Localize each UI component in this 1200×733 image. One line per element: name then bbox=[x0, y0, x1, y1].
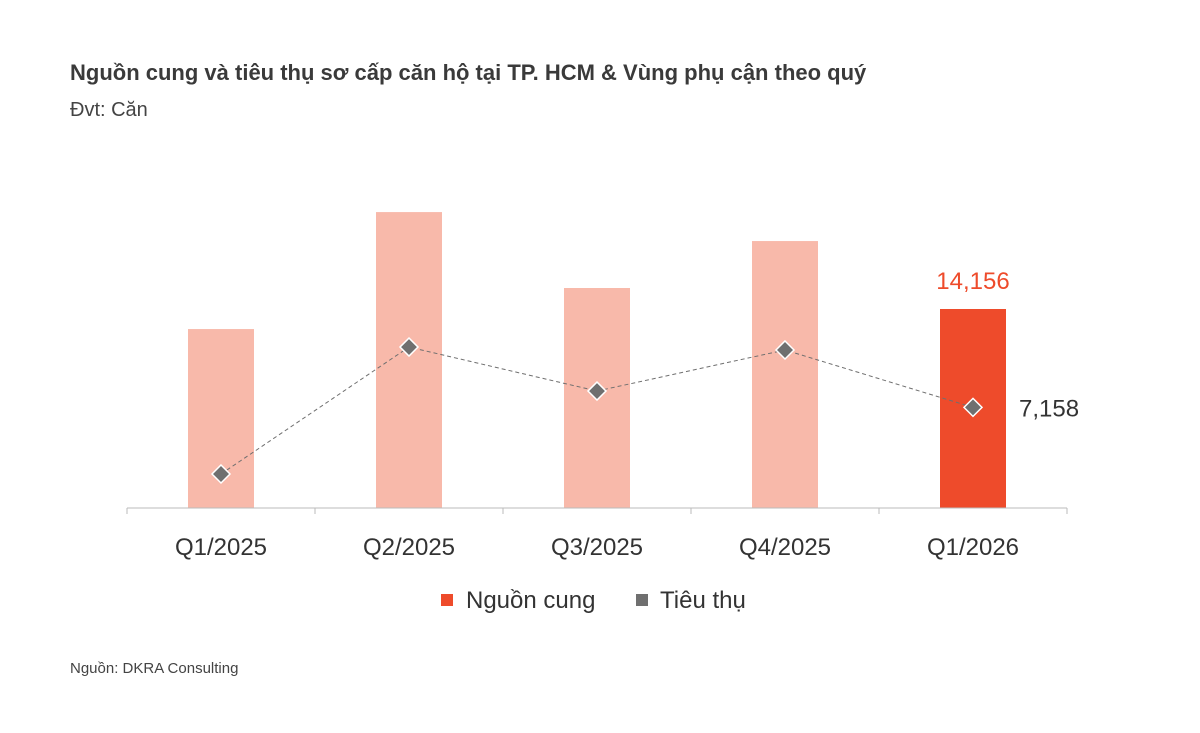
legend-swatch-nguon-cung bbox=[441, 594, 453, 606]
data-label-line: 7,158 bbox=[1019, 395, 1079, 422]
point-Q4/2025 bbox=[774, 339, 796, 361]
source-note: Nguồn: DKRA Consulting bbox=[70, 660, 239, 677]
legend-label-nguon-cung: Nguồn cung bbox=[466, 587, 595, 614]
x-tick-label: Q4/2025 bbox=[739, 534, 831, 561]
point-Q1/2026 bbox=[962, 397, 984, 418]
chart-subtitle: Đvt: Căn bbox=[70, 99, 148, 121]
point-Q1/2025 bbox=[210, 463, 232, 485]
bar-Q2/2025 bbox=[376, 212, 442, 508]
data-label-bar: 14,156 bbox=[936, 268, 1009, 295]
legend-swatch-tieu-thu bbox=[636, 594, 648, 606]
point-Q2/2025 bbox=[398, 336, 420, 358]
chart-title: Nguồn cung và tiêu thụ sơ cấp căn hộ tại… bbox=[70, 60, 867, 85]
legend-label-tieu-thu: Tiêu thụ bbox=[660, 587, 746, 614]
x-tick-label: Q3/2025 bbox=[551, 534, 643, 561]
point-Q3/2025 bbox=[586, 380, 608, 402]
x-tick-label: Q1/2026 bbox=[927, 534, 1019, 561]
bar-Q4/2025 bbox=[752, 241, 818, 508]
x-tick-label: Q1/2025 bbox=[175, 534, 267, 561]
x-tick-label: Q2/2025 bbox=[363, 534, 455, 561]
